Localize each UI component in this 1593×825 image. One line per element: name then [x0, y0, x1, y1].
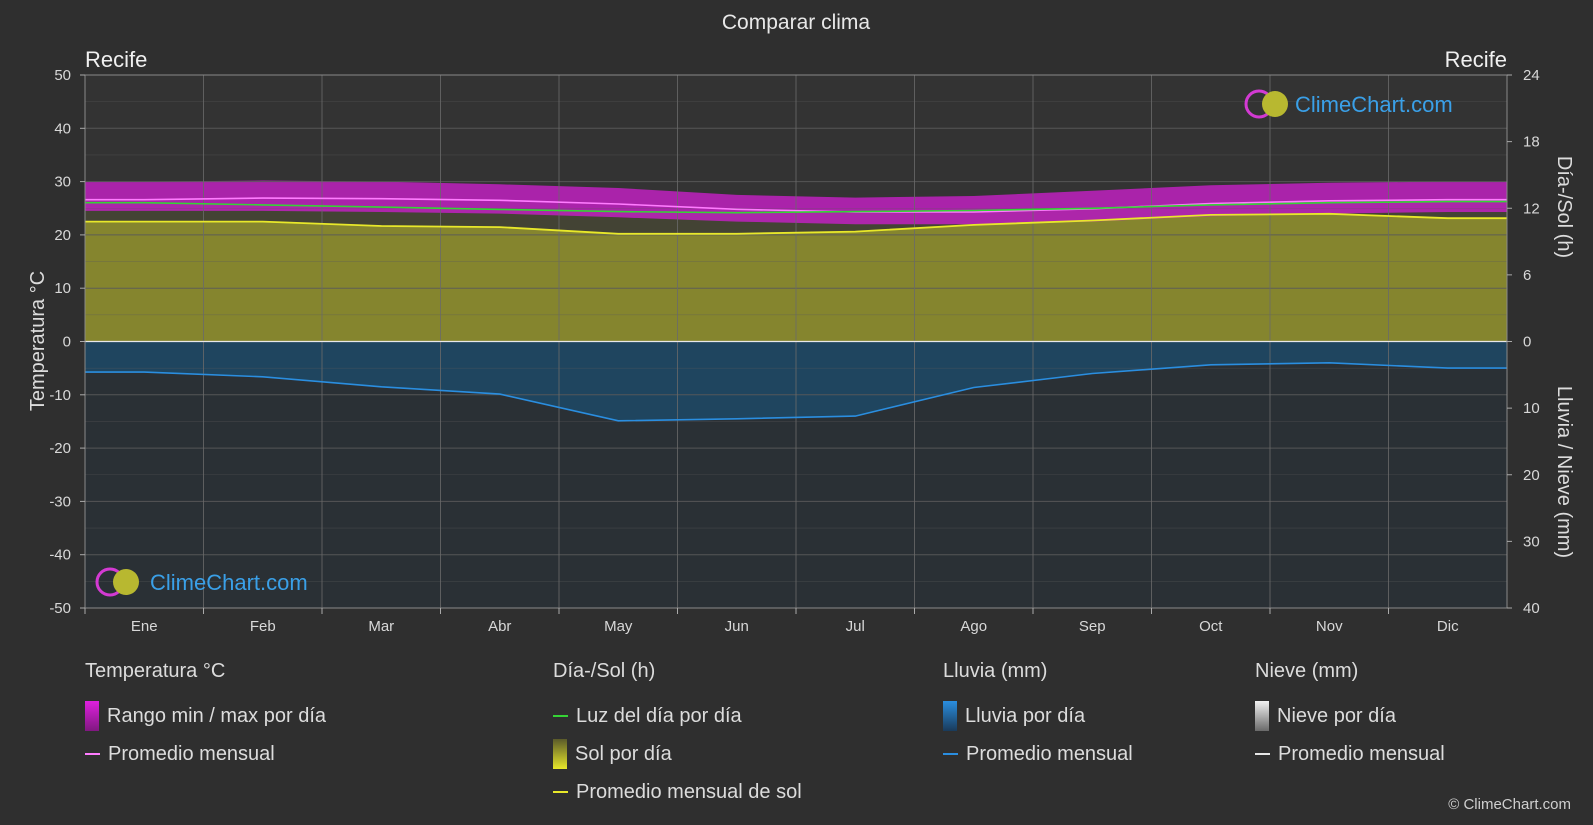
legend-rain: Lluvia (mm) Lluvia por día Promedio mens…	[943, 660, 1133, 773]
y-left-tick-label: 20	[54, 227, 71, 244]
x-tick-label: Ene	[131, 618, 158, 635]
legend-temp-title: Temperatura °C	[85, 660, 226, 682]
x-tick-label: Ago	[960, 618, 987, 635]
legend-temp-avg-label: Promedio mensual	[108, 742, 275, 765]
snow-avg-swatch	[1255, 753, 1270, 755]
x-tick-label: Nov	[1316, 618, 1343, 635]
legend-rain-title: Lluvia (mm)	[943, 660, 1048, 682]
legend-snow-avg-label: Promedio mensual	[1278, 742, 1445, 765]
y-left-tick-label: 10	[54, 280, 71, 297]
x-tick-label: Abr	[488, 618, 511, 635]
temp-avg-swatch	[85, 753, 100, 755]
x-tick-label: Feb	[250, 618, 276, 635]
location-left: Recife	[85, 47, 147, 72]
sun-avg-swatch	[553, 791, 568, 793]
y-right-bottom-tick-label: 20	[1523, 467, 1540, 484]
legend-sun: Día-/Sol (h) Luz del día por día Sol por…	[553, 660, 802, 811]
legend-item-temp-avg: Promedio mensual	[85, 735, 326, 773]
y-left-tick-label: 50	[54, 67, 71, 84]
legend-sun-avg-label: Promedio mensual de sol	[576, 780, 802, 803]
x-tick-label: Jun	[725, 618, 749, 635]
legend-item-rain: Lluvia por día	[943, 697, 1133, 735]
y-left-tick-label: -30	[49, 493, 71, 510]
rain-avg-swatch	[943, 753, 958, 755]
logo-sun-icon	[1262, 91, 1288, 117]
legend-sun-label: Sol por día	[575, 742, 672, 765]
legend-temperature: Temperatura °C Rango min / max por día P…	[85, 660, 326, 773]
y-left-tick-label: -10	[49, 387, 71, 404]
plot-area	[85, 74, 1507, 609]
y-left-tick-label: 30	[54, 174, 71, 191]
x-tick-label: Mar	[368, 618, 394, 635]
legend-item-snow-avg: Promedio mensual	[1255, 735, 1445, 773]
chart-title: Comparar clima	[722, 11, 871, 34]
y-left-tick-label: 40	[54, 120, 71, 137]
axes: 50 40 30 20 10 0 -10 -20 -30 -40 -50 24 18 12 6 0 10 20 30…	[49, 67, 1539, 635]
temp-range-swatch	[85, 701, 99, 731]
temp-avg-line	[85, 197, 1507, 213]
legend-item-temp-range: Rango min / max por día	[85, 697, 326, 735]
y-left-tick-label: -40	[49, 547, 71, 564]
y-right-top-tick-label: 24	[1523, 67, 1540, 84]
y-left-tick-label: -20	[49, 440, 71, 457]
legend-item-sun: Sol por día	[553, 735, 802, 773]
legend-rain-avg-label: Promedio mensual	[966, 742, 1133, 765]
legend-snow-title: Nieve (mm)	[1255, 660, 1359, 682]
y-right-top-tick-label: 12	[1523, 200, 1540, 217]
y-right-top-tick-label: 18	[1523, 134, 1540, 151]
y-left-tick-label: 0	[63, 334, 71, 351]
sun-avg-line	[85, 212, 1507, 235]
x-tick-label: Oct	[1199, 618, 1223, 635]
x-tick-label: Jul	[846, 618, 865, 635]
logo-top: ClimeChart.com	[1244, 89, 1453, 119]
daylight-line	[85, 200, 1507, 214]
y-axis-left-label: Temperatura °C	[27, 271, 49, 411]
legend-sun-title: Día-/Sol (h)	[553, 660, 656, 682]
daylight-swatch	[553, 715, 568, 717]
legend-item-daylight: Luz del día por día	[553, 697, 802, 735]
y-left-tick-label: -50	[49, 600, 71, 617]
x-tick-label: Dic	[1437, 618, 1459, 635]
legend-item-snow: Nieve por día	[1255, 697, 1445, 735]
legend-snow: Nieve (mm) Nieve por día Promedio mensua…	[1255, 660, 1445, 773]
legend-item-sun-avg: Promedio mensual de sol	[553, 773, 802, 811]
legend-temp-range-label: Rango min / max por día	[107, 704, 326, 727]
rain-avg-line	[85, 361, 1507, 422]
y-axis-right-top-label: Día-/Sol (h)	[1553, 156, 1575, 258]
y-right-bottom-tick-label: 30	[1523, 533, 1540, 550]
x-tick-label: May	[604, 618, 633, 635]
y-right-bottom-tick-label: 10	[1523, 400, 1540, 417]
copyright: © ClimeChart.com	[1448, 796, 1571, 813]
logo-text-top: ClimeChart.com	[1295, 92, 1453, 117]
legend-snow-label: Nieve por día	[1277, 704, 1396, 727]
logo-bottom: ClimeChart.com	[95, 567, 308, 597]
x-tick-label: Sep	[1079, 618, 1106, 635]
location-right: Recife	[1445, 47, 1507, 72]
y-right-top-tick-label: 6	[1523, 267, 1531, 284]
logo-text-bottom: ClimeChart.com	[150, 570, 308, 595]
y-axis-right-bottom-label: Lluvia / Nieve (mm)	[1553, 386, 1575, 558]
legend-item-rain-avg: Promedio mensual	[943, 735, 1133, 773]
rain-swatch	[943, 701, 957, 731]
sun-swatch	[553, 739, 567, 769]
snow-swatch	[1255, 701, 1269, 731]
y-right-top-tick-label: 0	[1523, 334, 1531, 351]
legend-rain-label: Lluvia por día	[965, 704, 1086, 727]
logo-sun-icon	[113, 569, 139, 595]
legend-daylight-label: Luz del día por día	[576, 704, 742, 727]
y-right-bottom-tick-label: 40	[1523, 600, 1540, 617]
